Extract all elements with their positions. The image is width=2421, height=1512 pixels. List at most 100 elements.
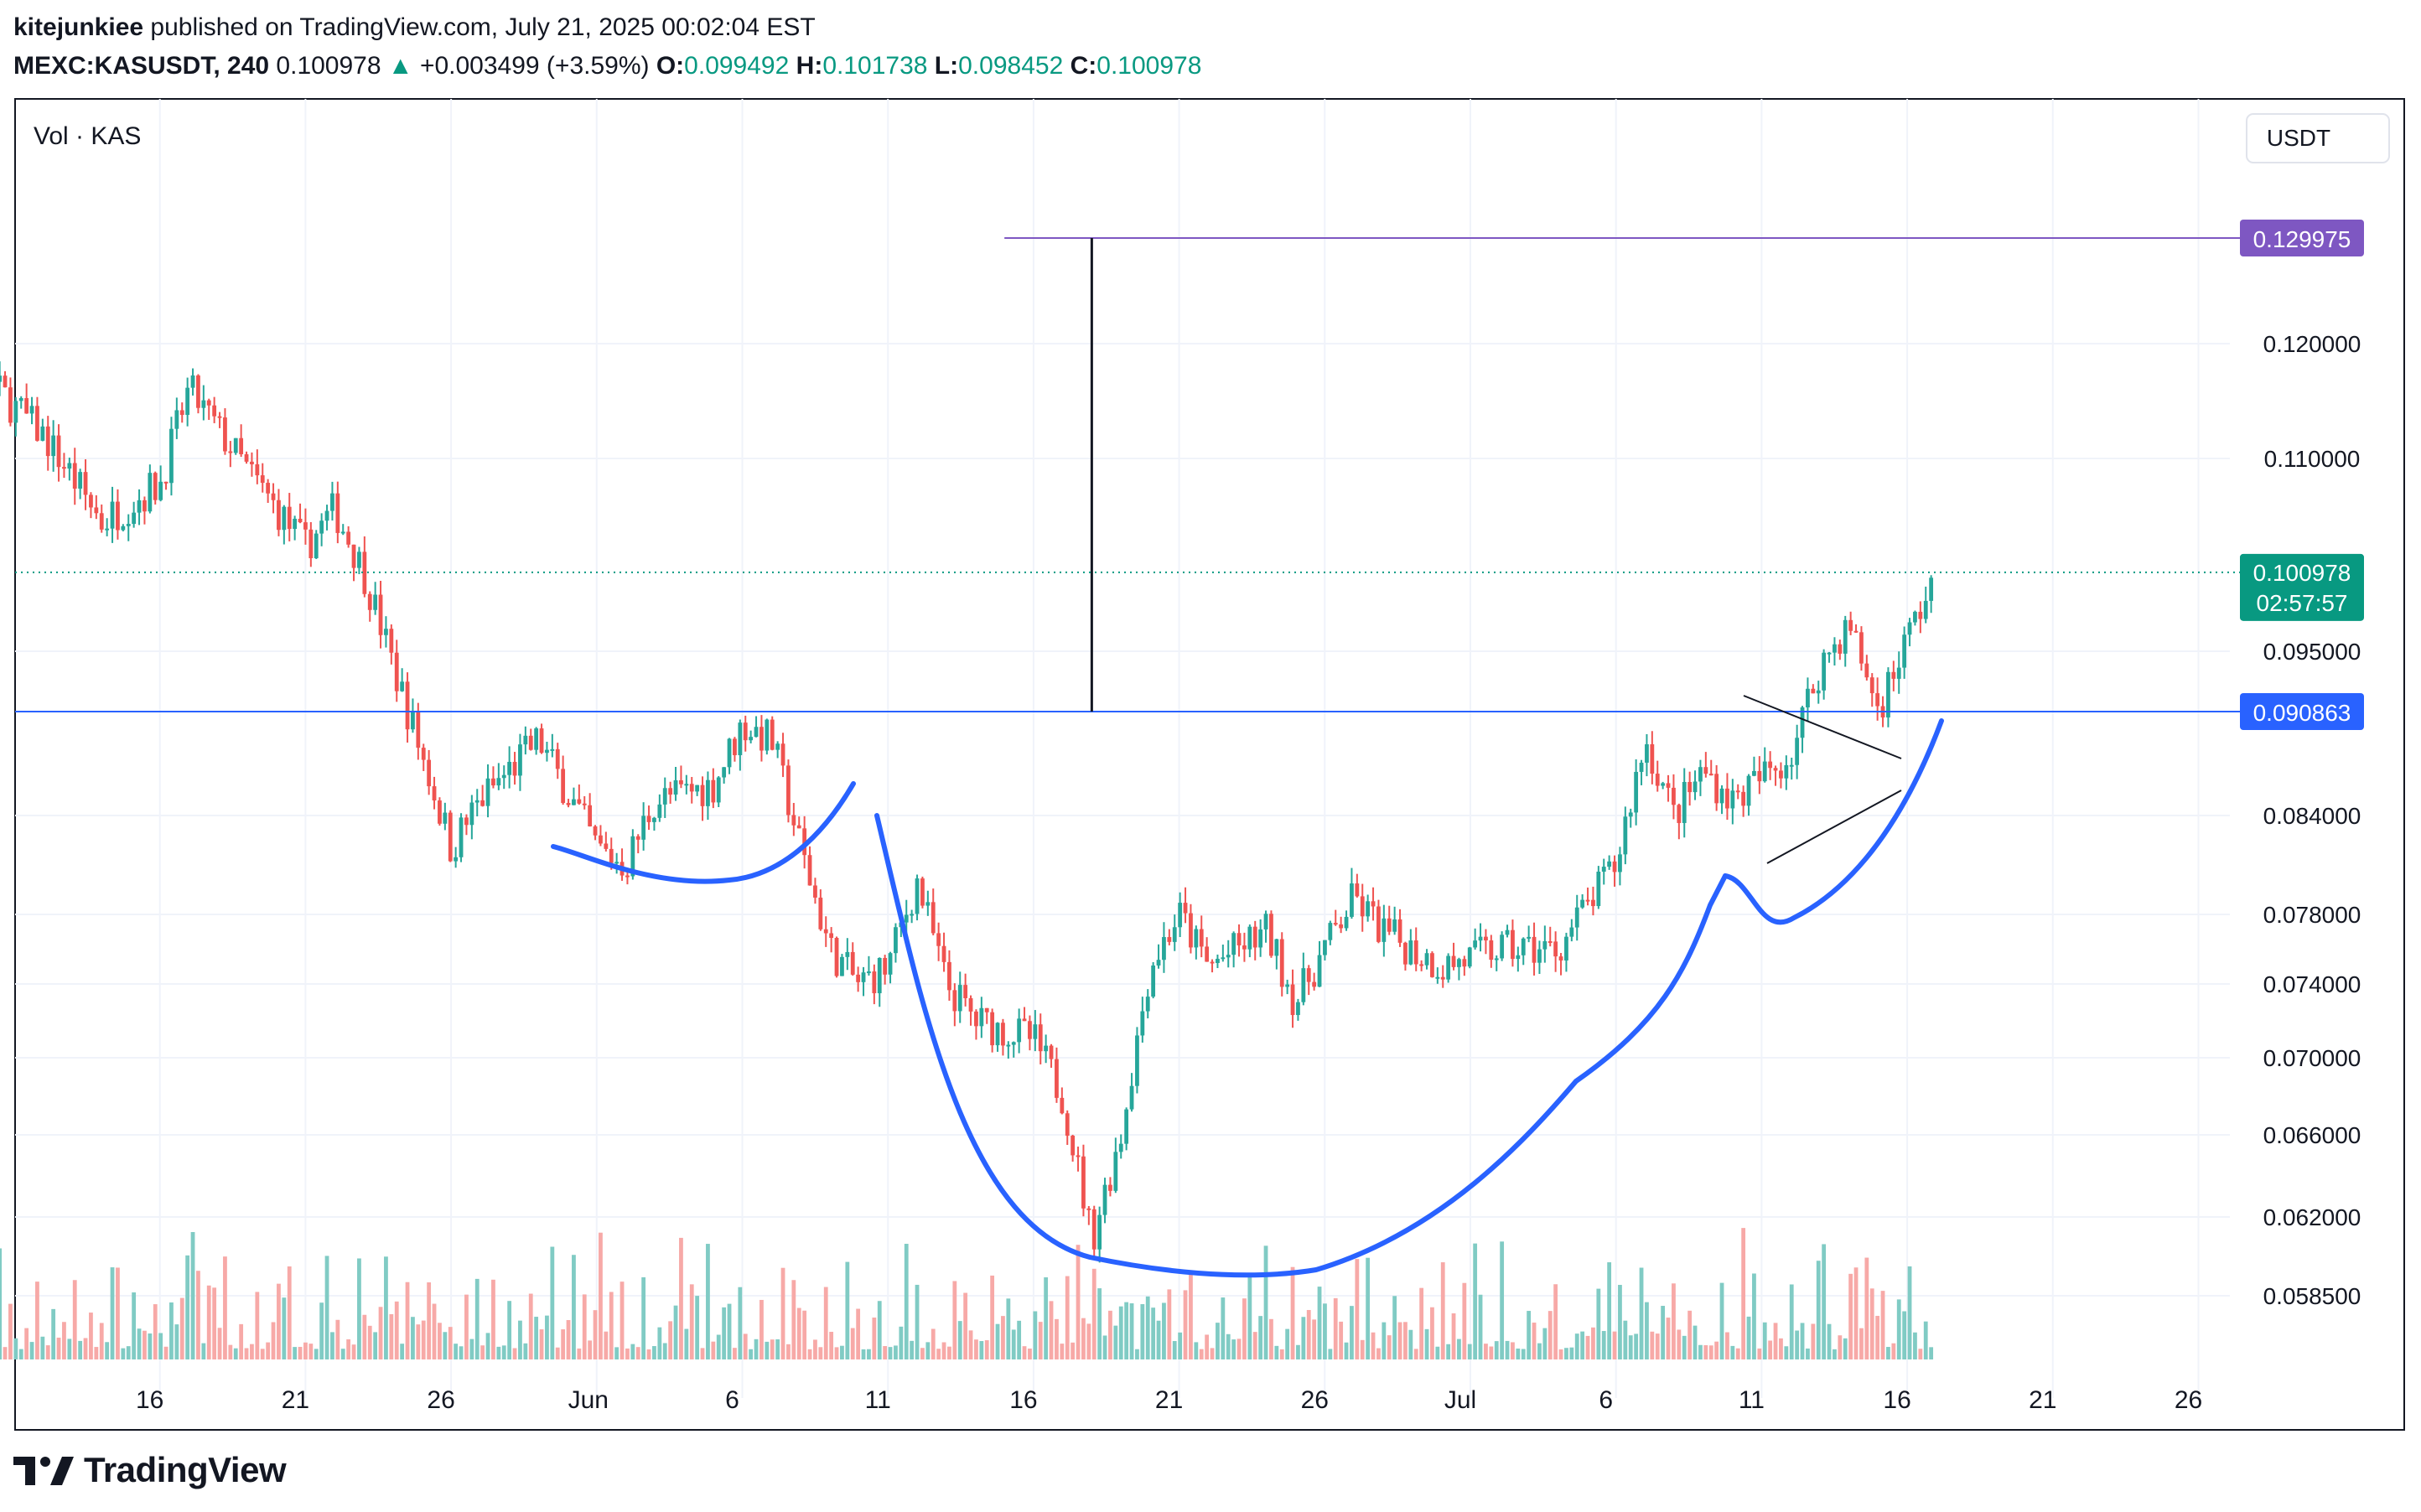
candle-body [1773,768,1778,771]
volume-bar [469,1339,474,1359]
candle-body [957,985,962,1012]
candle-body [904,914,909,923]
candle-body [673,779,678,795]
price-tick-label: 0.070000 [2263,1045,2361,1071]
volume-bar [754,1339,759,1359]
candle-body [480,800,485,806]
candle-body [630,836,635,877]
candle-body [153,473,158,500]
volume-bar [845,1261,850,1359]
volume-bar [1446,1344,1451,1359]
candle-body [1666,783,1671,788]
candle-body [539,728,544,753]
candle-body [791,815,796,826]
candle-body [330,493,334,511]
candle-body [1628,812,1633,817]
candle-body [217,416,222,418]
volume-bar [1773,1323,1778,1359]
volume-bar [1317,1287,1322,1359]
candle-body [1199,929,1204,947]
candle-body [523,735,528,745]
candle-body [555,748,560,769]
candle-body [1725,788,1729,809]
volume-bar [904,1244,909,1359]
candle-body [1113,1152,1118,1191]
candle-body [1752,770,1756,776]
candle-body [116,501,120,531]
volume-bar [1140,1304,1145,1359]
symbol-label[interactable]: MEXC:KASUSDT, 240 [13,52,270,80]
plot-frame [14,98,2405,1431]
volume-bar [963,1292,968,1359]
candle-body [1779,770,1783,779]
volume-bar [501,1345,506,1359]
close-label: C: [1070,52,1097,80]
candle-body [357,551,361,568]
volume-bar [673,1305,678,1359]
volume-bar [1558,1349,1563,1359]
volume-bar [1725,1332,1729,1359]
candle-body [244,453,249,462]
candle-body [1060,1097,1065,1114]
volume-bar [1371,1332,1376,1359]
volume-bar [1693,1325,1698,1359]
volume-bar [1719,1282,1724,1359]
volume-bar [1789,1284,1794,1359]
tradingview-logo[interactable]: TradingView [13,1447,287,1494]
time-tick-label: 26 [427,1386,454,1414]
volume-bar [733,1348,737,1359]
candle-body [394,652,399,691]
volume-bar [1086,1323,1091,1359]
volume-bar [126,1346,131,1359]
volume-bar [1730,1345,1735,1359]
volume-bar [1907,1266,1912,1359]
volume-bar [324,1256,329,1359]
candle-body [1564,936,1568,961]
candle-body [1236,933,1242,945]
volume-bar [201,1343,206,1359]
candle-body [94,507,99,514]
candle-body [196,375,200,408]
volume-bar [400,1344,405,1359]
volume-bar [770,1339,775,1359]
candle-body [174,410,179,429]
volume-bar [700,1348,705,1359]
candle-body [1118,1143,1123,1152]
volume-bar [3,1347,8,1359]
candle-body [1033,1024,1038,1039]
candle-body [293,518,298,530]
pennant-upper-line [1743,695,1902,759]
author-name[interactable]: kitejunkiee [13,13,144,41]
volume-bar [1413,1349,1418,1359]
candle-body [18,398,23,401]
volume-bar [72,1280,77,1359]
candle-body [1553,941,1558,957]
volume-bar [1521,1349,1526,1359]
candle-body [143,500,147,512]
volume-bar [1038,1322,1043,1359]
volume-bar [1853,1267,1859,1359]
volume-bar [1494,1341,1499,1359]
volume-bar [662,1343,667,1359]
current-price-tag [2240,553,2364,621]
volume-bar [474,1278,480,1359]
volume-bar [936,1349,941,1359]
volume-bar [1210,1348,1215,1359]
candle-body [588,805,593,827]
volume-bar [802,1310,807,1359]
volume-bar [759,1299,764,1359]
candle-body [668,788,673,795]
volume-bar [1714,1341,1719,1359]
volume-bar [1735,1348,1740,1359]
candle-body [1596,872,1601,907]
price-tick-label: 0.084000 [2263,803,2361,829]
volume-bar [625,1348,630,1359]
candle-body [1301,968,1306,1002]
candle-body [1044,1045,1049,1052]
volume-bar [1661,1306,1666,1359]
candle-body [1473,940,1478,948]
currency-label: USDT [2267,125,2330,151]
volume-bar [834,1347,839,1359]
candle-body [1607,861,1612,867]
